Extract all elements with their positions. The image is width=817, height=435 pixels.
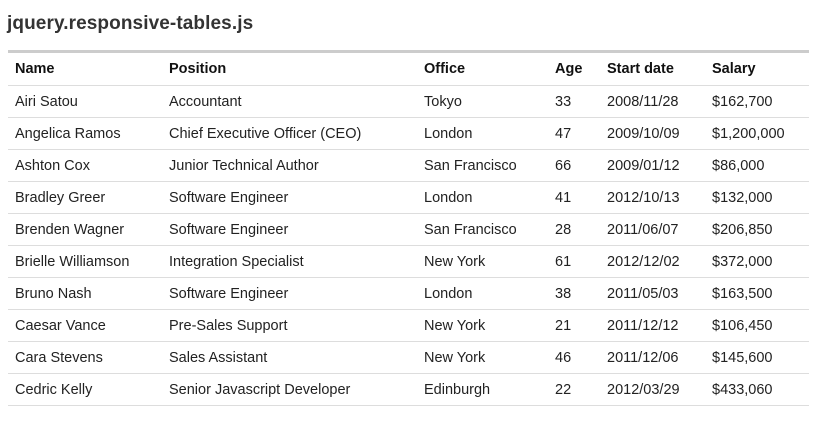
cell-age: 41 (548, 181, 600, 214)
table-row: Cedric Kelly Senior Javascript Developer E… (8, 373, 809, 406)
cell-start-date: 2008/11/28 (600, 85, 705, 118)
header-position: Position (162, 51, 417, 86)
cell-salary: $106,450 (705, 309, 809, 342)
cell-age: 66 (548, 149, 600, 182)
table-header: Name Position Office Age Start date Sala… (8, 51, 809, 86)
cell-name: Bruno Nash (8, 277, 162, 310)
table-row: Brielle Williamson Integration Specialist… (8, 245, 809, 278)
cell-salary: $132,000 (705, 181, 809, 214)
cell-office: Tokyo (417, 85, 548, 118)
page-title: jquery.responsive-tables.js (7, 13, 254, 34)
cell-start-date: 2011/05/03 (600, 277, 705, 310)
header-age: Age (548, 51, 600, 86)
cell-salary: $86,000 (705, 149, 809, 182)
cell-position: Senior Javascript Developer (162, 373, 417, 406)
header-office: Office (417, 51, 548, 86)
cell-office: New York (417, 309, 548, 342)
table-row: Angelica Ramos Chief Executive Officer (C… (8, 117, 809, 150)
header-salary: Salary (705, 51, 809, 86)
cell-office: London (417, 181, 548, 214)
cell-age: 28 (548, 213, 600, 246)
cell-position: Software Engineer (162, 181, 417, 214)
cell-name: Cara Stevens (8, 341, 162, 374)
cell-age: 46 (548, 341, 600, 374)
cell-name: Angelica Ramos (8, 117, 162, 150)
cell-office: Edinburgh (417, 373, 548, 406)
cell-age: 38 (548, 277, 600, 310)
cell-salary: $145,600 (705, 341, 809, 374)
header-start-date: Start date (600, 51, 705, 86)
table-body: Airi Satou Accountant Tokyo 33 2008/11/28 $16… (8, 85, 809, 406)
cell-position: Software Engineer (162, 213, 417, 246)
cell-office: New York (417, 245, 548, 278)
cell-age: 22 (548, 373, 600, 406)
cell-name: Bradley Greer (8, 181, 162, 214)
cell-position: Junior Technical Author (162, 149, 417, 182)
cell-position: Software Engineer (162, 277, 417, 310)
cell-name: Brenden Wagner (8, 213, 162, 246)
cell-position: Pre-Sales Support (162, 309, 417, 342)
cell-salary: $372,000 (705, 245, 809, 278)
cell-name: Airi Satou (8, 85, 162, 118)
cell-age: 21 (548, 309, 600, 342)
cell-name: Caesar Vance (8, 309, 162, 342)
cell-office: London (417, 277, 548, 310)
employee-table: Name Position Office Age Start date Sala… (8, 50, 809, 406)
table-row: Airi Satou Accountant Tokyo 33 2008/11/28 $16… (8, 85, 809, 118)
cell-salary: $206,850 (705, 213, 809, 246)
cell-start-date: 2012/12/02 (600, 245, 705, 278)
cell-start-date: 2011/06/07 (600, 213, 705, 246)
cell-start-date: 2011/12/06 (600, 341, 705, 374)
header-name: Name (8, 51, 162, 86)
cell-start-date: 2011/12/12 (600, 309, 705, 342)
cell-age: 33 (548, 85, 600, 118)
cell-start-date: 2012/03/29 (600, 373, 705, 406)
cell-position: Chief Executive Officer (CEO) (162, 117, 417, 150)
cell-age: 61 (548, 245, 600, 278)
cell-office: San Francisco (417, 213, 548, 246)
table-row: Cara Stevens Sales Assistant New York 46 201… (8, 341, 809, 374)
cell-salary: $162,700 (705, 85, 809, 118)
table-row: Bradley Greer Software Engineer London 41 20… (8, 181, 809, 214)
cell-name: Ashton Cox (8, 149, 162, 182)
cell-position: Integration Specialist (162, 245, 417, 278)
table-row: Brenden Wagner Software Engineer San Franc… (8, 213, 809, 246)
cell-office: London (417, 117, 548, 150)
cell-salary: $163,500 (705, 277, 809, 310)
cell-salary: $1,200,000 (705, 117, 809, 150)
cell-position: Accountant (162, 85, 417, 118)
cell-start-date: 2012/10/13 (600, 181, 705, 214)
table-row: Bruno Nash Software Engineer London 38 2011/… (8, 277, 809, 310)
cell-position: Sales Assistant (162, 341, 417, 374)
table-header-row: Name Position Office Age Start date Sala… (8, 51, 809, 86)
cell-name: Brielle Williamson (8, 245, 162, 278)
cell-salary: $433,060 (705, 373, 809, 406)
table-row: Ashton Cox Junior Technical Author San Fra… (8, 149, 809, 182)
cell-office: New York (417, 341, 548, 374)
cell-office: San Francisco (417, 149, 548, 182)
cell-name: Cedric Kelly (8, 373, 162, 406)
cell-start-date: 2009/01/12 (600, 149, 705, 182)
cell-start-date: 2009/10/09 (600, 117, 705, 150)
table-row: Caesar Vance Pre-Sales Support New York 21 2… (8, 309, 809, 342)
cell-age: 47 (548, 117, 600, 150)
